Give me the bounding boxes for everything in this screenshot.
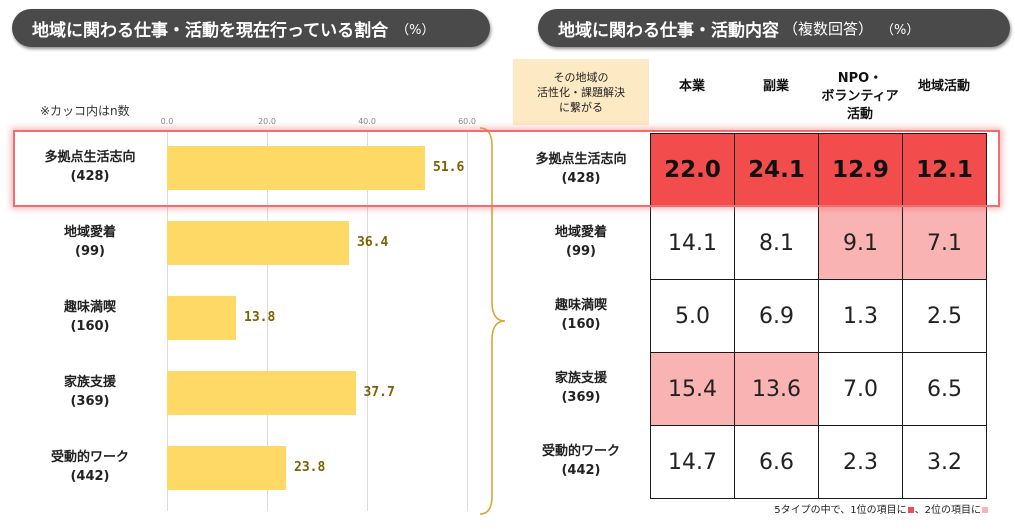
table-cell: 7.0 [818, 352, 903, 426]
column-header-honbu: 本業 [650, 78, 734, 96]
row-name: 受動的ワーク [541, 443, 620, 459]
x-tick-label: 40.0 [358, 117, 376, 126]
column-header-line: 本業 [678, 79, 705, 94]
header-box-line: に繋がる [559, 100, 603, 114]
bar-value-label: 51.6 [433, 159, 465, 175]
table-cell: 14.1 [650, 206, 735, 280]
right-panel-title: 地域に関わる仕事・活動内容 [558, 20, 779, 41]
table-cell: 3.2 [902, 425, 987, 499]
category-name: 家族支援 [63, 374, 116, 390]
row-n: (369) [561, 389, 601, 405]
bar [167, 220, 349, 265]
category-label: 家族支援 (369) [30, 373, 150, 411]
rank1-legend-square [907, 507, 914, 513]
table-cell: 6.6 [734, 425, 819, 499]
left-panel-title-pill: 地域に関わる仕事・活動を現在行っている割合 （%） [12, 9, 490, 47]
row-label: 趣味満喫 (160) [516, 296, 646, 334]
table-cell: 12.1 [902, 133, 987, 207]
category-n: (160) [70, 318, 110, 334]
bar-value-label: 23.8 [294, 459, 326, 475]
bar [167, 445, 286, 490]
table-header-box: その地域の 活性化・課題解決 に繋がる [513, 59, 649, 125]
x-tick-label: 0.0 [160, 117, 174, 126]
row-n: (428) [561, 170, 601, 186]
row-label: 受動的ワーク (442) [516, 442, 646, 480]
table-cell: 7.1 [902, 206, 987, 280]
column-header-line: 副業 [762, 79, 789, 94]
table-cell: 15.4 [650, 352, 735, 426]
row-name: 多拠点生活志向 [535, 151, 627, 167]
rank-footnote: 5タイプの中で、1位の項目に 、2位の項目に [774, 501, 989, 516]
table-cell: 9.1 [818, 206, 903, 280]
category-label: 地域愛着 (99) [30, 223, 150, 261]
column-header-line: ボランティア [821, 89, 899, 104]
category-label: 多拠点生活志向 (428) [30, 148, 150, 186]
bar-value-label: 13.8 [244, 309, 276, 325]
category-n: (442) [70, 468, 110, 484]
table-cell: 12.9 [818, 133, 903, 207]
footnote-separator: 、2位の項目に [914, 505, 981, 516]
row-name: 家族支援 [554, 370, 607, 386]
bar-value-label: 36.4 [357, 234, 389, 250]
column-header-line: NPO・ [837, 71, 883, 86]
left-panel-title: 地域に関わる仕事・活動を現在行っている割合 [32, 20, 389, 41]
header-box-line: その地域の [553, 70, 609, 84]
category-n: (428) [70, 168, 110, 184]
row-name: 趣味満喫 [554, 297, 607, 313]
column-header-line: 活動 [846, 107, 873, 122]
category-name: 地域愛着 [63, 224, 116, 240]
table-cell: 22.0 [650, 133, 735, 207]
right-panel-title-extra: （複数回答） [783, 19, 874, 38]
left-panel-unit: （%） [396, 22, 435, 38]
gridline [467, 131, 468, 511]
category-label: 受動的ワーク (442) [30, 448, 150, 486]
category-n: (99) [75, 243, 105, 259]
column-header-line: 地域活動 [917, 79, 970, 94]
right-panel-title-pill: 地域に関わる仕事・活動内容 （複数回答） （%） [538, 9, 1010, 47]
row-n: (442) [561, 462, 601, 478]
gridline [267, 131, 268, 511]
table-cell: 1.3 [818, 279, 903, 353]
table-cell: 24.1 [734, 133, 819, 207]
category-name: 受動的ワーク [50, 449, 129, 465]
row-name: 地域愛着 [554, 224, 607, 240]
bar [167, 295, 236, 340]
x-tick-label: 60.0 [458, 117, 476, 126]
bar-value-label: 37.7 [363, 384, 395, 400]
category-label: 趣味満喫 (160) [30, 298, 150, 336]
footnote-text: 5タイプの中で、1位の項目に [774, 505, 907, 516]
row-n: (99) [566, 243, 596, 259]
category-n: (369) [70, 393, 110, 409]
row-label: 多拠点生活志向 (428) [516, 150, 646, 188]
category-name: 趣味満喫 [63, 299, 116, 315]
table-cell: 14.7 [650, 425, 735, 499]
right-panel-unit: （%） [881, 22, 920, 38]
header-box-line: 活性化・課題解決 [537, 85, 625, 99]
row-label: 家族支援 (369) [516, 369, 646, 407]
table-cell: 2.3 [818, 425, 903, 499]
n-count-note: ※カッコ内はn数 [40, 104, 130, 118]
bar [167, 145, 425, 190]
table-cell: 13.6 [734, 352, 819, 426]
table-cell: 2.5 [902, 279, 987, 353]
rank2-legend-square [982, 507, 988, 513]
curly-brace-connector [479, 127, 506, 515]
table-cell: 5.0 [650, 279, 735, 353]
category-name: 多拠点生活志向 [44, 149, 136, 165]
row-n: (160) [561, 316, 601, 332]
table-cell: 8.1 [734, 206, 819, 280]
column-header-chiiki: 地域活動 [902, 78, 986, 96]
bar [167, 370, 356, 415]
table-cell: 6.5 [902, 352, 987, 426]
gridline [367, 131, 368, 511]
column-header-npo: NPO・ ボランティア 活動 [818, 70, 902, 124]
column-header-fukugyo: 副業 [734, 78, 818, 96]
row-label: 地域愛着 (99) [516, 223, 646, 261]
table-cell: 6.9 [734, 279, 819, 353]
x-tick-label: 20.0 [258, 117, 276, 126]
